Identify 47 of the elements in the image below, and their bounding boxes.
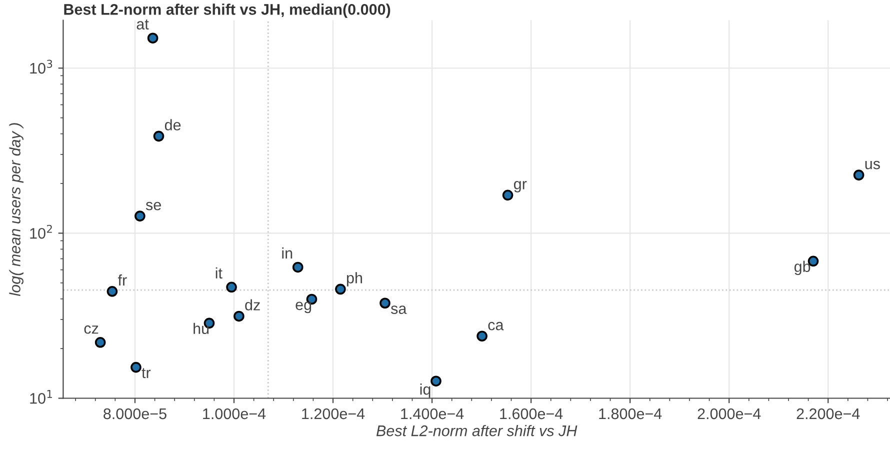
x-tick-label: 1.600e−4: [500, 408, 563, 420]
x-tick-label: 1.800e−4: [599, 408, 662, 420]
annotation: hu: [194, 322, 209, 334]
x-tick-label: 2.000e−4: [698, 408, 761, 420]
point: [94, 336, 106, 348]
point: [153, 130, 164, 142]
point: [335, 284, 346, 295]
y-tick-label: 10$^{1}$: [30, 390, 52, 404]
annotation: in: [282, 247, 292, 258]
annotation: de: [164, 119, 181, 130]
x-tick-label: 2.200e−4: [796, 408, 860, 420]
annotation: sa: [390, 306, 407, 314]
annotation: eg: [296, 302, 312, 314]
annotation: cz: [84, 325, 98, 334]
annotation: ph: [346, 272, 362, 286]
point: [380, 298, 390, 309]
annotation: se: [146, 202, 161, 210]
point: [476, 330, 488, 342]
y-tick-label: 10$^{2}$: [30, 224, 52, 239]
annotation: gb: [794, 260, 810, 276]
point: [502, 190, 514, 201]
annotation: dz: [245, 299, 260, 310]
annotation: it: [216, 267, 222, 279]
point: [106, 286, 118, 297]
y-tick-label: 10$^{3}$: [30, 60, 52, 74]
annotation: fr: [118, 274, 127, 286]
annotation: at: [136, 20, 149, 30]
y-axis-title: log( mean users per day ): [9, 123, 24, 296]
x-tick-label: 1.000e−4: [203, 408, 266, 420]
annotation: us: [865, 160, 880, 170]
point: [130, 362, 142, 373]
annotation: gr: [514, 180, 527, 192]
annotation: ca: [488, 322, 504, 330]
annotation: tr: [142, 368, 151, 378]
x-axis-title: Best L2-norm after shift vs JH: [376, 424, 578, 436]
point: [147, 32, 158, 44]
point: [226, 282, 237, 293]
annotation: iq: [420, 384, 430, 398]
x-tick-label: 1.400e−4: [401, 408, 464, 420]
point: [853, 170, 864, 180]
point: [292, 262, 304, 273]
x-tick-label: 1.200e−4: [302, 408, 365, 420]
point: [430, 376, 442, 387]
x-tick-label: 8.000e−5: [104, 408, 166, 420]
point: [234, 310, 244, 322]
chart-title: Best L2-norm after shift vs JH, median(0.000): [64, 4, 390, 18]
point: [134, 210, 146, 222]
